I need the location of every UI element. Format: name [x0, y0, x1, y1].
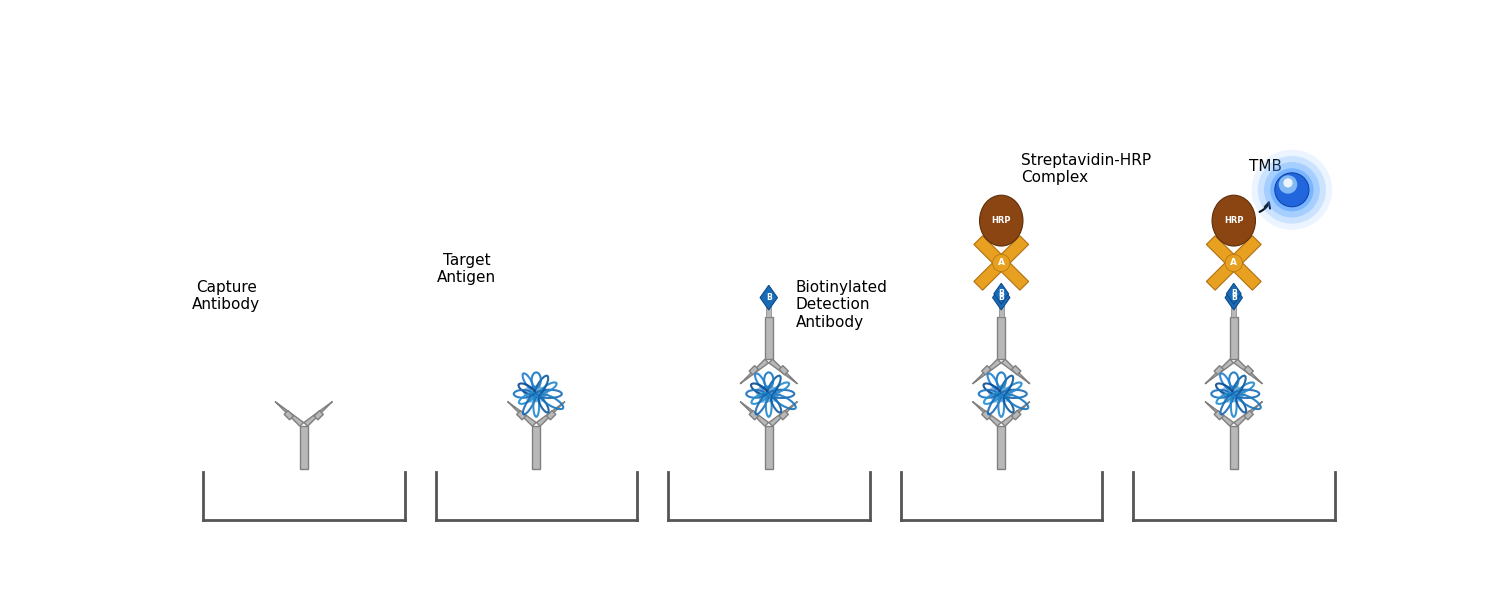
Ellipse shape [766, 387, 780, 398]
Ellipse shape [524, 386, 537, 397]
Bar [765, 426, 772, 469]
Polygon shape [274, 401, 303, 426]
Bar [766, 305, 771, 317]
Polygon shape [740, 359, 768, 384]
Polygon shape [974, 236, 1029, 290]
Bar [1230, 317, 1238, 359]
Polygon shape [740, 401, 768, 426]
Ellipse shape [999, 387, 1012, 398]
Bar [300, 426, 307, 469]
Ellipse shape [994, 385, 1008, 395]
Bar [1232, 305, 1236, 317]
Polygon shape [748, 410, 759, 420]
Text: B: B [766, 293, 771, 302]
Polygon shape [284, 410, 294, 420]
Circle shape [1275, 173, 1310, 207]
Ellipse shape [1230, 392, 1244, 403]
Polygon shape [304, 401, 333, 426]
Polygon shape [770, 401, 798, 426]
Polygon shape [314, 410, 324, 420]
Polygon shape [993, 285, 1010, 310]
Polygon shape [546, 410, 556, 420]
Text: Biotinylated
Detection
Antibody: Biotinylated Detection Antibody [796, 280, 888, 330]
Polygon shape [974, 236, 1029, 290]
Polygon shape [1011, 410, 1022, 420]
Bar [999, 305, 1004, 317]
Polygon shape [760, 285, 777, 310]
Circle shape [1264, 162, 1320, 218]
Text: B: B [1232, 289, 1236, 298]
Polygon shape [1204, 401, 1233, 426]
Polygon shape [1206, 236, 1262, 290]
Polygon shape [1214, 410, 1224, 420]
Text: Target
Antigen: Target Antigen [436, 253, 496, 286]
Polygon shape [516, 410, 526, 420]
Ellipse shape [1227, 385, 1240, 395]
Bar [998, 426, 1005, 469]
Polygon shape [778, 410, 789, 420]
Circle shape [1226, 254, 1242, 272]
Text: B: B [999, 289, 1004, 298]
Text: HRP: HRP [992, 216, 1011, 225]
Circle shape [1284, 178, 1293, 187]
Polygon shape [1234, 359, 1263, 384]
Polygon shape [770, 359, 798, 384]
Circle shape [993, 254, 1010, 272]
Ellipse shape [1232, 387, 1245, 398]
Text: HRP: HRP [1224, 216, 1244, 225]
Polygon shape [981, 365, 992, 375]
Polygon shape [1011, 365, 1022, 375]
Polygon shape [1206, 236, 1262, 290]
Ellipse shape [992, 392, 1005, 403]
Polygon shape [748, 365, 759, 375]
Polygon shape [1227, 283, 1240, 304]
Polygon shape [1204, 359, 1233, 384]
Ellipse shape [980, 195, 1023, 246]
Bar [765, 317, 772, 359]
Text: Streptavidin-HRP
Complex: Streptavidin-HRP Complex [1020, 153, 1150, 185]
Ellipse shape [765, 392, 778, 403]
Polygon shape [1002, 401, 1031, 426]
Polygon shape [1214, 365, 1224, 375]
Polygon shape [1234, 401, 1263, 426]
Bar [1230, 426, 1238, 469]
Circle shape [1270, 168, 1314, 211]
Circle shape [1251, 150, 1332, 230]
Polygon shape [1244, 365, 1254, 375]
Bar [532, 426, 540, 469]
Ellipse shape [1212, 195, 1255, 246]
Circle shape [1278, 175, 1298, 194]
Text: Capture
Antibody: Capture Antibody [192, 280, 261, 312]
Ellipse shape [534, 387, 548, 398]
Polygon shape [972, 401, 1000, 426]
Polygon shape [778, 365, 789, 375]
Ellipse shape [759, 392, 772, 403]
Circle shape [1258, 156, 1326, 224]
Text: B: B [1232, 293, 1236, 302]
Polygon shape [1002, 359, 1031, 384]
Ellipse shape [762, 385, 776, 395]
Ellipse shape [530, 385, 543, 395]
Text: A: A [1230, 259, 1238, 268]
Ellipse shape [756, 386, 770, 397]
Ellipse shape [526, 392, 540, 403]
Text: A: A [998, 259, 1005, 268]
Polygon shape [537, 401, 566, 426]
Ellipse shape [532, 392, 546, 403]
Bar [998, 317, 1005, 359]
Polygon shape [972, 359, 1000, 384]
Ellipse shape [1221, 386, 1234, 397]
Ellipse shape [1224, 392, 1238, 403]
Polygon shape [994, 283, 1008, 304]
Polygon shape [1244, 410, 1254, 420]
Polygon shape [507, 401, 536, 426]
Ellipse shape [988, 386, 1002, 397]
Text: TMB: TMB [1250, 159, 1282, 174]
Ellipse shape [998, 392, 1011, 403]
Text: B: B [999, 293, 1004, 302]
Polygon shape [981, 410, 992, 420]
Polygon shape [1226, 285, 1242, 310]
